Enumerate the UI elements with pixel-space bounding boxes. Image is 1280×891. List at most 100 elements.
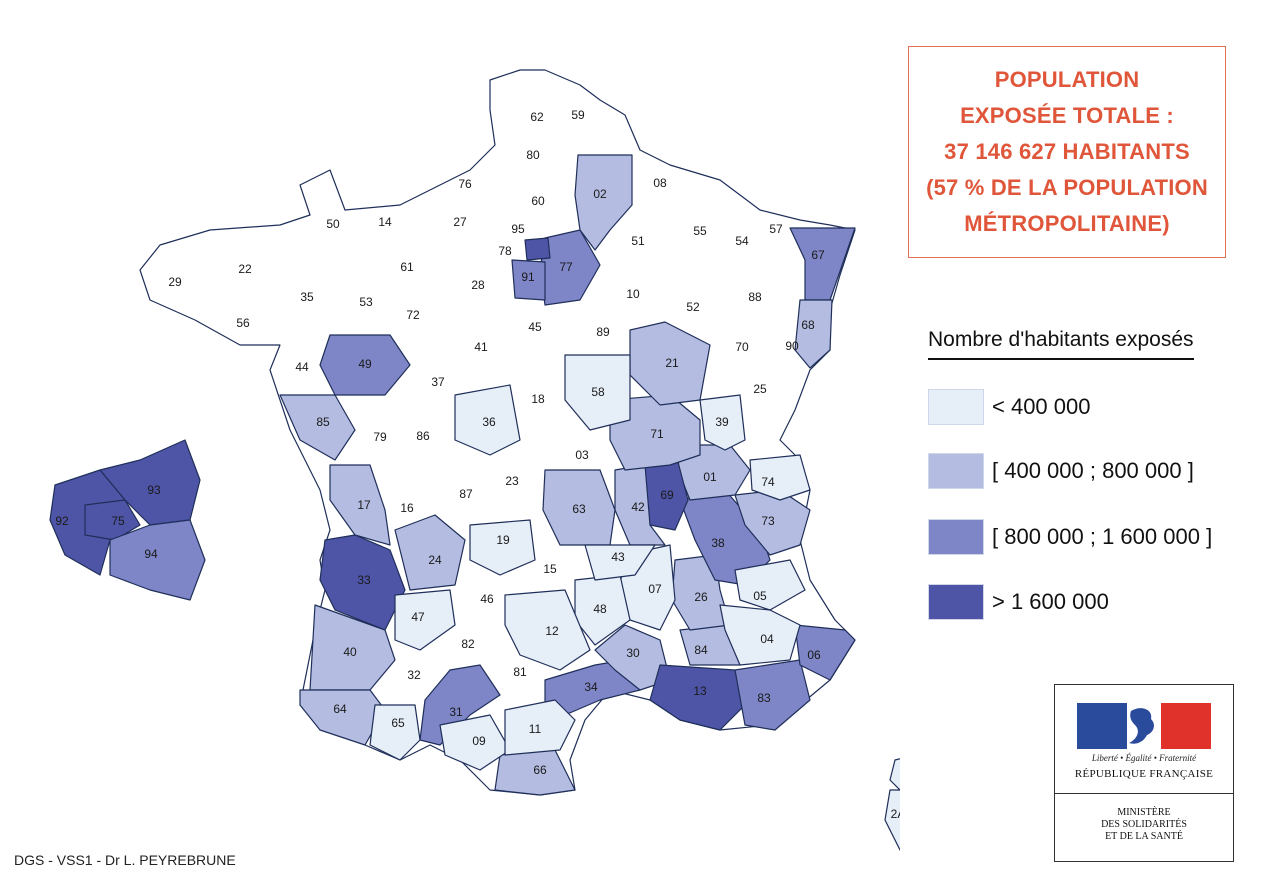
dept-19-area xyxy=(469,519,536,576)
legend-label: > 1 600 000 xyxy=(992,589,1109,614)
dept-label: 23 xyxy=(505,474,519,488)
dept-label: 92 xyxy=(55,514,69,528)
title-line: MÉTROPOLITAINE) xyxy=(964,211,1170,236)
department-labels: 62 59 80 02 08 76 60 50 14 27 95 78 77 9… xyxy=(55,108,900,821)
legend-swatch xyxy=(928,584,984,620)
dept-label: 68 xyxy=(801,318,815,332)
dept-label: 13 xyxy=(693,684,707,698)
dept-11-area xyxy=(504,699,576,756)
dept-label: 76 xyxy=(458,177,472,191)
dept-58-area xyxy=(564,354,631,431)
dept-43-area xyxy=(584,544,656,581)
paris-inset-93 xyxy=(99,439,201,526)
dept-label: 22 xyxy=(238,262,252,276)
dept-label: 46 xyxy=(480,592,494,606)
dept-36-area xyxy=(454,384,521,456)
dept-label: 41 xyxy=(474,340,488,354)
dept-label: 93 xyxy=(147,483,161,497)
dept-label: 89 xyxy=(596,325,610,339)
dept-label: 21 xyxy=(665,356,679,370)
dept-label: 14 xyxy=(378,215,392,229)
dept-label: 28 xyxy=(471,278,485,292)
dept-label: 81 xyxy=(513,665,527,679)
dept-label: 01 xyxy=(703,470,717,484)
dept-label: 74 xyxy=(761,475,775,489)
ministry-name: MINISTÈRE DES SOLIDARITÉS ET DE LA SANTÉ xyxy=(1055,807,1233,843)
dept-label: 85 xyxy=(316,415,330,429)
dept-label: 67 xyxy=(811,248,825,262)
dept-label: 18 xyxy=(531,392,545,406)
dept-05-area xyxy=(734,559,806,611)
dept-label: 12 xyxy=(545,624,559,638)
dept-label: 53 xyxy=(359,295,373,309)
dept-label: 72 xyxy=(406,308,420,322)
corsica-2b xyxy=(889,758,900,791)
dept-label: 37 xyxy=(431,375,445,389)
legend-label: [ 800 000 ; 1 600 000 ] xyxy=(992,524,1213,549)
dept-label: 35 xyxy=(300,290,314,304)
dept-09-area xyxy=(439,714,511,771)
dept-label: 43 xyxy=(611,550,625,564)
dept-label: 11 xyxy=(529,722,542,736)
dept-label: 32 xyxy=(407,668,421,682)
paris-inset-75 xyxy=(84,499,141,541)
dept-label: 02 xyxy=(593,187,607,201)
dept-label: 17 xyxy=(357,498,371,512)
dept-label: 55 xyxy=(693,224,707,238)
legend-item: > 1 600 000 xyxy=(928,584,1109,620)
dept-label: 39 xyxy=(715,415,729,429)
dept-label: 80 xyxy=(526,148,540,162)
legend-swatch xyxy=(928,519,984,555)
title-line: 37 146 627 HABITANTS xyxy=(944,139,1190,164)
legend-label: [ 400 000 ; 800 000 ] xyxy=(992,458,1194,483)
dept-label: 59 xyxy=(571,108,585,122)
dept-label: 29 xyxy=(168,275,182,289)
dept-label: 58 xyxy=(591,385,605,399)
logo-divider xyxy=(1055,793,1233,794)
dept-label: 63 xyxy=(572,502,586,516)
dept-paris-small xyxy=(524,237,551,261)
dept-label: 90 xyxy=(785,339,799,353)
marianne-flag-icon xyxy=(1077,703,1211,749)
dept-label: 24 xyxy=(428,553,442,567)
dept-label: 40 xyxy=(343,645,357,659)
dept-47-area xyxy=(394,589,456,651)
dept-65-area xyxy=(369,704,421,761)
dept-label: 27 xyxy=(453,215,467,229)
dept-label: 30 xyxy=(626,646,640,660)
dept-label: 52 xyxy=(686,300,700,314)
dept-label: 91 xyxy=(521,270,535,284)
dept-label: 06 xyxy=(807,648,821,662)
legend-label: < 400 000 xyxy=(992,394,1091,419)
title-line: EXPOSÉE TOTALE : xyxy=(960,103,1174,128)
ministry-line: ET DE LA SANTÉ xyxy=(1105,831,1183,842)
dept-label: 04 xyxy=(760,632,774,646)
ministry-line: MINISTÈRE xyxy=(1117,807,1171,818)
dept-24-area xyxy=(394,514,466,591)
legend-title: Nombre d'habitants exposés xyxy=(928,328,1194,360)
dept-74-area xyxy=(749,454,811,501)
dept-label: 09 xyxy=(472,734,486,748)
dept-label: 64 xyxy=(333,702,347,716)
dept-label: 31 xyxy=(449,705,463,719)
dept-label: 62 xyxy=(530,110,544,124)
dept-label: 51 xyxy=(631,234,645,248)
legend-swatch xyxy=(928,453,984,489)
dept-label: 2A xyxy=(891,807,900,821)
dept-label: 56 xyxy=(236,316,250,330)
legend-item: [ 400 000 ; 800 000 ] xyxy=(928,453,1194,489)
dept-49-area xyxy=(319,334,411,396)
title-line: (57 % DE LA POPULATION xyxy=(926,175,1208,200)
france-map: 62 59 80 02 08 76 60 50 14 27 95 78 77 9… xyxy=(49,69,900,851)
dept-label: 03 xyxy=(575,448,589,462)
dept-label: 70 xyxy=(735,340,749,354)
dept-label: 16 xyxy=(400,501,414,515)
dept-64-area xyxy=(299,689,386,746)
republic-name: RÉPUBLIQUE FRANÇAISE xyxy=(1074,768,1214,780)
dept-label: 84 xyxy=(694,643,708,657)
dept-label: 15 xyxy=(543,562,557,576)
dept-label: 26 xyxy=(694,590,708,604)
dept-label: 66 xyxy=(533,763,547,777)
dept-39-area xyxy=(699,394,746,451)
dept-06-area xyxy=(794,624,856,681)
